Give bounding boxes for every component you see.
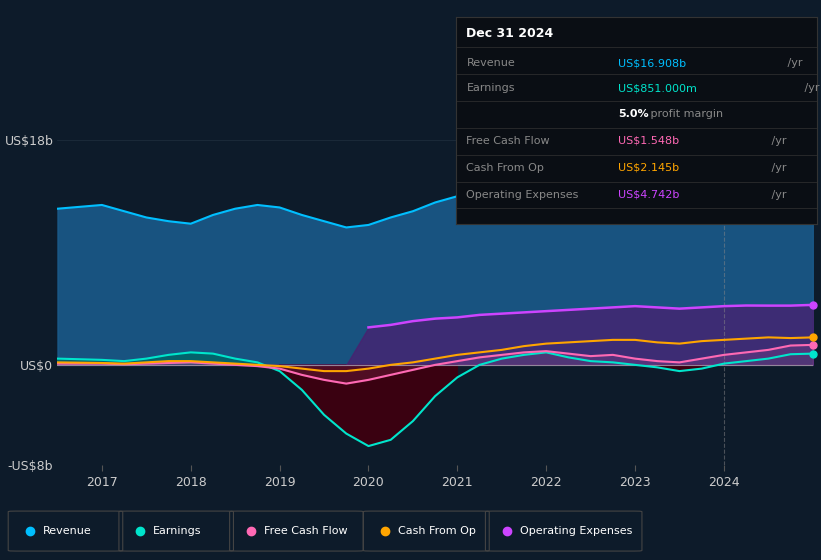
Text: /yr: /yr (768, 163, 787, 173)
Text: /yr: /yr (784, 58, 803, 68)
Text: US$2.145b: US$2.145b (618, 163, 679, 173)
Text: Revenue: Revenue (466, 58, 516, 68)
Text: Cash From Op: Cash From Op (397, 526, 475, 535)
Text: 5.0%: 5.0% (618, 109, 649, 119)
Text: Free Cash Flow: Free Cash Flow (466, 136, 550, 146)
Text: /yr: /yr (801, 83, 819, 93)
Text: profit margin: profit margin (647, 109, 723, 119)
Text: Earnings: Earnings (466, 83, 515, 93)
Text: /yr: /yr (768, 190, 787, 200)
Text: US$4.742b: US$4.742b (618, 190, 680, 200)
Text: Dec 31 2024: Dec 31 2024 (466, 27, 553, 40)
Text: US$1.548b: US$1.548b (618, 136, 679, 146)
Text: Cash From Op: Cash From Op (466, 163, 544, 173)
Text: US$16.908b: US$16.908b (618, 58, 686, 68)
Text: Free Cash Flow: Free Cash Flow (264, 526, 347, 535)
Text: Earnings: Earnings (154, 526, 202, 535)
Text: Operating Expenses: Operating Expenses (466, 190, 579, 200)
Text: Operating Expenses: Operating Expenses (520, 526, 632, 535)
Text: /yr: /yr (768, 136, 787, 146)
Text: US$851.000m: US$851.000m (618, 83, 697, 93)
Text: Revenue: Revenue (43, 526, 91, 535)
